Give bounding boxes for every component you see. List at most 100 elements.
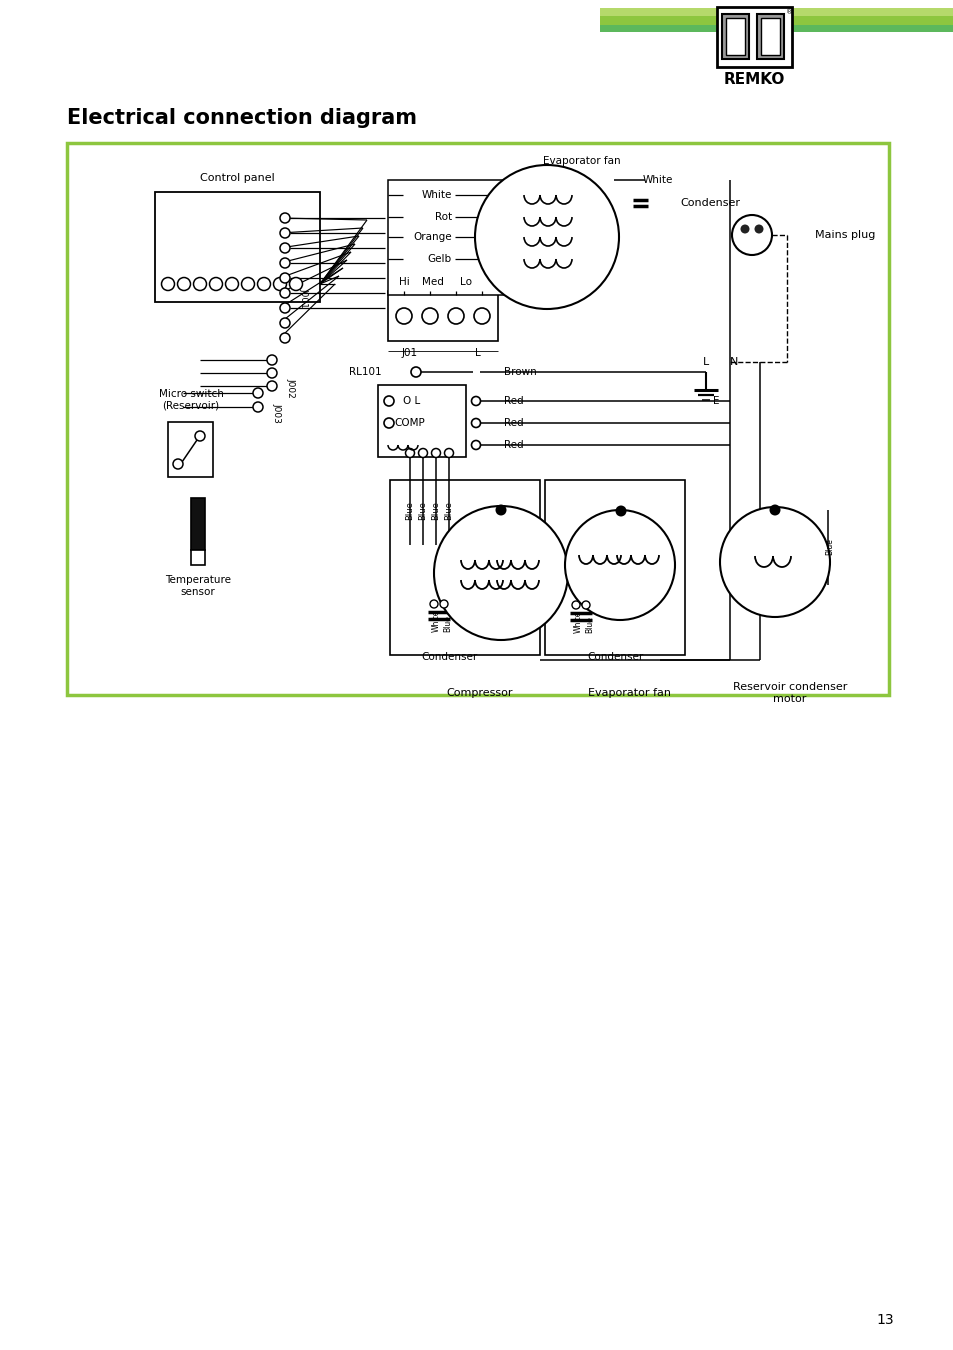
Circle shape <box>267 381 276 392</box>
Circle shape <box>418 448 427 458</box>
Text: Lo: Lo <box>459 277 472 288</box>
Text: J001: J001 <box>299 288 308 308</box>
Bar <box>168 423 213 477</box>
Circle shape <box>225 278 238 290</box>
Circle shape <box>615 505 626 517</box>
Text: Blue: Blue <box>431 501 440 520</box>
Text: E: E <box>712 396 719 406</box>
Text: Rot: Rot <box>435 212 452 221</box>
Text: Red: Red <box>504 440 523 450</box>
Text: White: White <box>431 610 440 632</box>
Text: Evaporator fan: Evaporator fan <box>542 157 620 166</box>
Circle shape <box>448 308 463 324</box>
Text: Blue: Blue <box>824 539 834 555</box>
Text: Micro switch
(Reservoir): Micro switch (Reservoir) <box>158 389 223 410</box>
Text: Hi: Hi <box>398 277 409 288</box>
Circle shape <box>471 418 480 428</box>
Text: O L: O L <box>403 396 420 406</box>
Circle shape <box>720 508 829 617</box>
Circle shape <box>280 288 290 298</box>
Text: Gelb: Gelb <box>428 254 452 265</box>
Circle shape <box>210 278 222 290</box>
Bar <box>721 14 748 59</box>
Text: Condenser: Condenser <box>587 652 643 662</box>
Circle shape <box>241 278 254 290</box>
Circle shape <box>471 397 480 405</box>
Bar <box>725 18 744 55</box>
Circle shape <box>289 278 302 290</box>
Circle shape <box>161 278 174 290</box>
Text: L: L <box>475 348 480 358</box>
Circle shape <box>267 369 276 378</box>
Text: White: White <box>421 190 452 200</box>
Circle shape <box>471 440 480 450</box>
Circle shape <box>740 224 749 234</box>
Text: Mains plug: Mains plug <box>814 230 875 240</box>
Circle shape <box>257 278 271 290</box>
Circle shape <box>434 506 567 640</box>
Circle shape <box>564 510 675 620</box>
Circle shape <box>267 355 276 364</box>
Text: RL101: RL101 <box>349 367 381 377</box>
Circle shape <box>474 308 490 324</box>
Circle shape <box>731 215 771 255</box>
Bar <box>599 8 953 16</box>
Circle shape <box>280 333 290 343</box>
Text: Blue: Blue <box>418 501 427 520</box>
Bar <box>388 180 558 296</box>
Text: Compressor: Compressor <box>446 688 513 698</box>
Text: Blue: Blue <box>585 616 594 633</box>
Text: REMKO: REMKO <box>722 73 784 88</box>
Bar <box>757 14 783 59</box>
Circle shape <box>384 418 394 428</box>
Bar <box>388 292 497 342</box>
Text: Blue: Blue <box>405 501 414 520</box>
Circle shape <box>495 505 506 516</box>
Text: J01: J01 <box>401 348 417 358</box>
Bar <box>67 143 888 695</box>
Circle shape <box>194 431 205 441</box>
Text: Orange: Orange <box>413 232 452 242</box>
Bar <box>599 26 953 32</box>
Circle shape <box>421 308 437 324</box>
Circle shape <box>581 601 589 609</box>
Text: Evaporator fan: Evaporator fan <box>588 688 671 698</box>
Text: Med: Med <box>421 277 443 288</box>
Circle shape <box>572 601 579 609</box>
Circle shape <box>769 505 780 516</box>
Circle shape <box>411 367 420 377</box>
Circle shape <box>431 448 440 458</box>
Circle shape <box>384 396 394 406</box>
Text: J003: J003 <box>273 404 281 423</box>
Text: J002: J002 <box>286 378 295 398</box>
Text: Temperature
sensor: Temperature sensor <box>165 575 231 597</box>
Circle shape <box>253 387 263 398</box>
Text: 13: 13 <box>875 1314 893 1327</box>
Bar <box>191 498 205 549</box>
Circle shape <box>475 165 618 309</box>
Text: ®: ® <box>785 9 793 15</box>
Text: White: White <box>642 176 673 185</box>
Text: L: L <box>702 356 708 367</box>
Text: Electrical connection diagram: Electrical connection diagram <box>67 108 416 128</box>
Bar <box>191 549 205 566</box>
Text: Reservoir condenser
motor: Reservoir condenser motor <box>732 682 846 703</box>
Text: Red: Red <box>504 396 523 406</box>
Circle shape <box>430 599 437 608</box>
Text: Blue: Blue <box>443 616 452 632</box>
Bar <box>154 192 319 302</box>
Circle shape <box>253 402 263 412</box>
Bar <box>544 481 684 655</box>
Bar <box>599 16 953 26</box>
Circle shape <box>280 213 290 223</box>
Circle shape <box>280 243 290 252</box>
Circle shape <box>395 308 412 324</box>
Text: Blue: Blue <box>444 501 453 520</box>
Circle shape <box>280 228 290 238</box>
Text: Condenser: Condenser <box>421 652 477 662</box>
Bar <box>377 385 465 458</box>
Circle shape <box>280 319 290 328</box>
Circle shape <box>439 599 448 608</box>
Text: White: White <box>573 610 582 633</box>
Text: Brown: Brown <box>504 367 537 377</box>
